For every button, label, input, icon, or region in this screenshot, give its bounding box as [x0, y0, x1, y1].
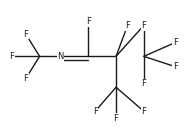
Text: F: F [141, 79, 146, 88]
Text: F: F [173, 38, 177, 47]
Text: F: F [141, 107, 146, 116]
Text: N: N [57, 52, 64, 61]
Text: F: F [9, 52, 14, 61]
Text: F: F [173, 62, 177, 71]
Text: F: F [23, 74, 28, 83]
Text: F: F [141, 21, 146, 30]
Text: F: F [125, 21, 130, 30]
Text: F: F [93, 107, 98, 116]
Text: F: F [114, 114, 119, 123]
Text: F: F [23, 30, 28, 38]
Text: F: F [86, 18, 91, 26]
